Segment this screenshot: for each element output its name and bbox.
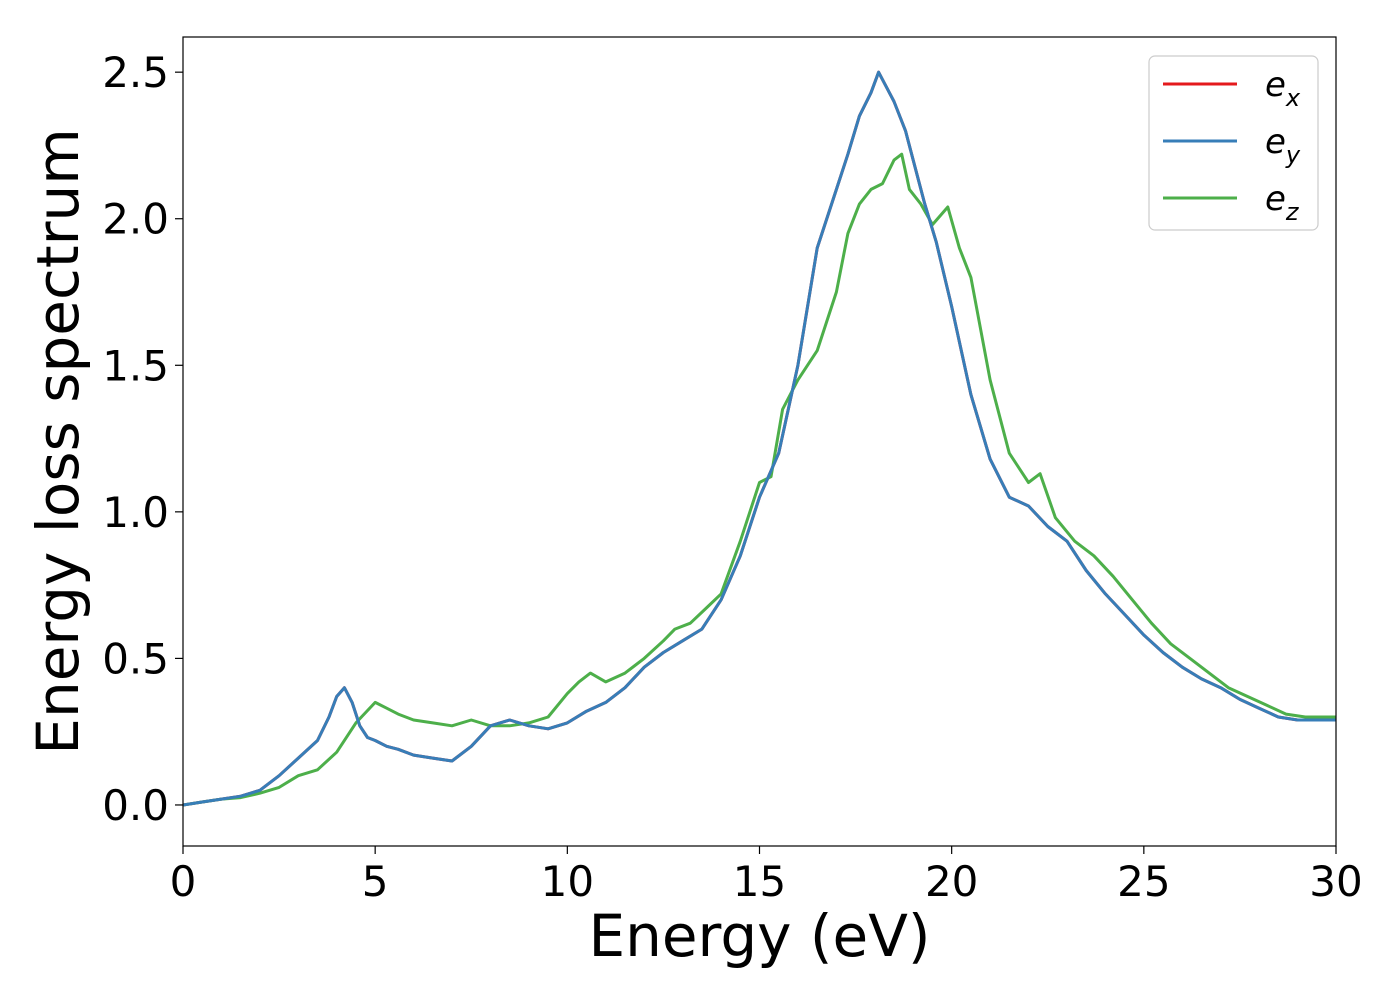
- y-tick-label: 2.5: [102, 48, 169, 97]
- legend-label-ey: ey: [1265, 122, 1301, 169]
- y-tick-label: 1.0: [102, 488, 169, 537]
- y-axis-title: Energy loss spectrum: [24, 128, 92, 754]
- x-tick-label: 10: [541, 857, 594, 906]
- x-tick-label: 25: [1117, 857, 1170, 906]
- series-line-ey: [183, 70, 1336, 807]
- x-tick-label: 0: [170, 857, 197, 906]
- x-tick-label: 20: [925, 857, 978, 906]
- x-axis-title: Energy (eV): [588, 902, 930, 970]
- y-tick-label: 1.5: [102, 341, 169, 390]
- x-axis: 0 5 10 15 20 25 30: [170, 846, 1363, 906]
- y-tick-label: 2.0: [102, 195, 169, 244]
- series-line-ez: [183, 152, 1336, 807]
- y-tick-label: 0.0: [102, 781, 169, 830]
- legend-label-ex: ex: [1265, 65, 1301, 112]
- y-axis: 0.0 0.5 1.0 1.5 2.0 2.5: [102, 48, 183, 830]
- x-tick-label: 5: [362, 857, 389, 906]
- x-tick-label: 15: [733, 857, 786, 906]
- series-layer: [183, 70, 1336, 807]
- legend-label-ez: ez: [1265, 179, 1300, 226]
- legend-box: [1148, 55, 1319, 231]
- legend: ex ey ez: [1148, 55, 1319, 231]
- y-tick-label: 0.5: [102, 634, 169, 683]
- x-tick-label: 30: [1309, 857, 1362, 906]
